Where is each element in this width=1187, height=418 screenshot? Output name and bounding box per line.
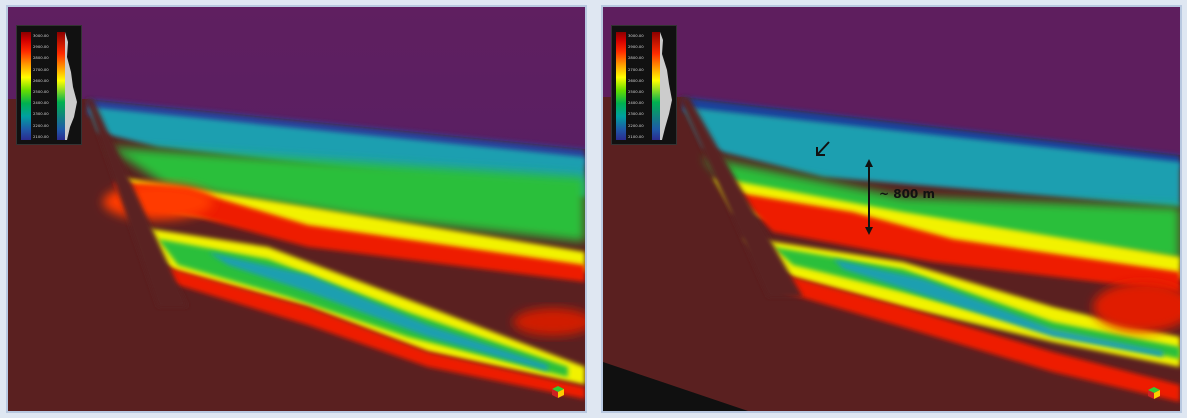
colorbar-tick: 2200.00 bbox=[628, 122, 644, 128]
colorbar-tick: 2100.00 bbox=[33, 133, 49, 139]
yellow-band-upper bbox=[713, 177, 1180, 279]
colorbar: 3000.00 2900.00 2800.00 2700.00 2600.00 … bbox=[611, 25, 677, 145]
cyan-lens bbox=[208, 252, 548, 371]
colorbar-tick: 2500.00 bbox=[33, 88, 49, 94]
colorbar-tick: 2800.00 bbox=[33, 55, 49, 61]
left-seismic-section bbox=[8, 7, 585, 411]
3d-cube-icon bbox=[1148, 387, 1160, 399]
colorbar-tick: 2200.00 bbox=[33, 122, 49, 128]
red-patch-lower bbox=[1093, 282, 1180, 332]
red-reflector-upper bbox=[733, 192, 1180, 292]
dark-corner bbox=[603, 362, 748, 411]
color-scale bbox=[21, 32, 31, 140]
colorbar-tick: 2700.00 bbox=[628, 66, 644, 72]
red-reflector-lower bbox=[763, 269, 1180, 402]
colorbar-tick: 2600.00 bbox=[628, 77, 644, 83]
red-reflector-upper bbox=[113, 182, 585, 282]
colorbar-tick: 2700.00 bbox=[33, 66, 49, 72]
down-left-arrow-icon bbox=[816, 141, 830, 156]
colorbar-tick: 2900.00 bbox=[628, 44, 644, 50]
escarpment bbox=[86, 99, 188, 307]
sky-area bbox=[603, 7, 1180, 155]
right-panel: ~ 800 m 3000.00 2900.00 2800.00 2700.00 … bbox=[601, 5, 1182, 413]
green-band bbox=[703, 157, 1180, 262]
colorbar-tick: 3000.00 bbox=[33, 33, 49, 38]
left-panel: 3000.00 2900.00 2800.00 2700.00 2600.00 … bbox=[6, 5, 587, 413]
red-patch-lower bbox=[513, 308, 585, 336]
colorbar-tick: 2400.00 bbox=[33, 100, 49, 106]
colorbar-tick: 2500.00 bbox=[628, 88, 644, 94]
vertical-double-arrow-icon bbox=[865, 159, 873, 235]
green-band bbox=[108, 147, 585, 242]
histogram bbox=[660, 32, 672, 140]
histogram-scale bbox=[57, 32, 65, 140]
colorbar-tick: 2400.00 bbox=[628, 100, 644, 106]
escarpment bbox=[679, 97, 803, 297]
histogram-scale bbox=[652, 32, 660, 140]
red-reflector-lower bbox=[148, 262, 585, 399]
colorbar-ticks: 3000.00 2900.00 2800.00 2700.00 2600.00 … bbox=[628, 30, 650, 142]
colorbar-tick: 2900.00 bbox=[33, 44, 49, 50]
colorbar-tick: 2300.00 bbox=[33, 111, 49, 117]
histogram bbox=[65, 32, 77, 140]
3d-cube-icon bbox=[552, 386, 564, 398]
right-seismic-section bbox=[603, 7, 1180, 411]
colorbar-tick: 2800.00 bbox=[628, 55, 644, 61]
cyan-lens bbox=[833, 259, 1163, 357]
colorbar-ticks: 3000.00 2900.00 2800.00 2700.00 2600.00 … bbox=[33, 30, 55, 142]
cyan-band bbox=[683, 107, 1180, 207]
colorbar-tick: 2100.00 bbox=[628, 133, 644, 139]
colorbar-tick: 2300.00 bbox=[628, 111, 644, 117]
colorbar-tick: 3000.00 bbox=[628, 33, 644, 38]
colorbar: 3000.00 2900.00 2800.00 2700.00 2600.00 … bbox=[16, 25, 82, 145]
colorbar-tick: 2600.00 bbox=[33, 77, 49, 83]
sky-area bbox=[8, 7, 585, 149]
color-scale bbox=[616, 32, 626, 140]
thickness-label: ~ 800 m bbox=[879, 187, 935, 201]
